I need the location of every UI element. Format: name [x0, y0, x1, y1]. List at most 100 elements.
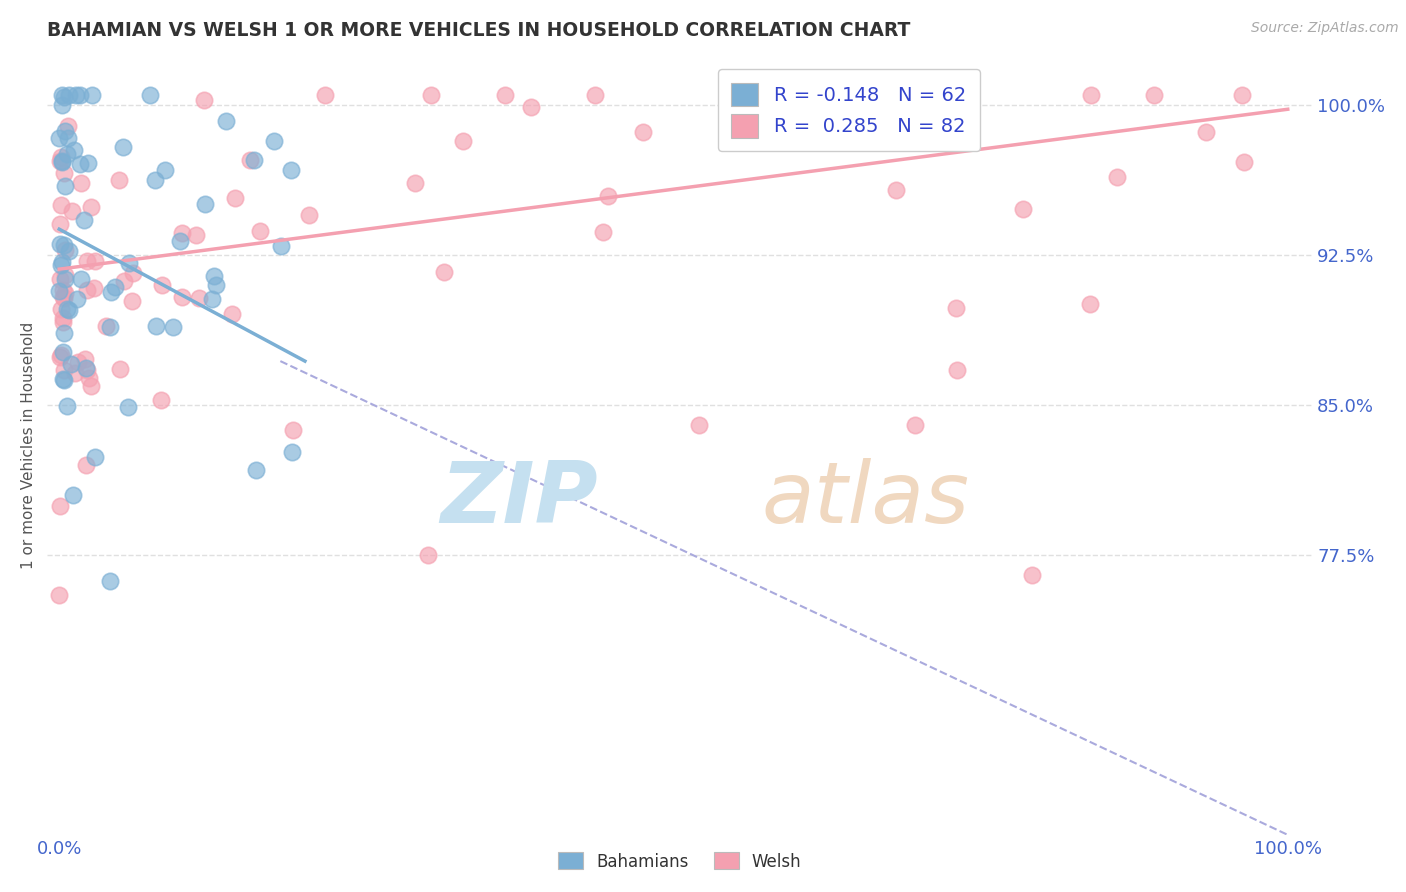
Point [263, 134, 285, 148]
Point [53, 178, 76, 193]
Point [149, 392, 172, 407]
Point [162, 319, 184, 334]
Point [205, 277, 228, 292]
Point [98, 319, 121, 334]
Point [52, 372, 75, 386]
Point [108, 172, 131, 186]
Point [49, 150, 72, 164]
Point [404, 176, 426, 190]
Point [863, 88, 886, 103]
Point [143, 173, 166, 187]
Point [52, 283, 75, 297]
Point [63, 366, 86, 380]
Point [451, 134, 474, 148]
Point [170, 290, 193, 304]
Point [1105, 170, 1128, 185]
Point [238, 153, 260, 168]
Point [110, 362, 132, 376]
Point [884, 184, 907, 198]
Point [69, 176, 91, 190]
Point [946, 363, 969, 377]
Point [48, 236, 70, 251]
Point [1078, 297, 1101, 311]
Point [65, 88, 87, 103]
Point [100, 285, 122, 299]
Point [52, 344, 75, 359]
Point [76, 253, 98, 268]
Point [184, 228, 207, 243]
Point [49, 499, 72, 513]
Point [53, 123, 76, 137]
Point [75, 360, 97, 375]
Point [112, 274, 135, 288]
Point [53, 272, 76, 286]
Point [84, 253, 107, 268]
Point [945, 301, 967, 315]
Point [80, 88, 103, 103]
Point [1080, 88, 1102, 103]
Point [243, 153, 266, 167]
Point [245, 462, 267, 476]
Point [281, 445, 304, 459]
Point [49, 198, 72, 212]
Point [53, 166, 76, 180]
Point [73, 352, 96, 367]
Y-axis label: 1 or more Vehicles in Household: 1 or more Vehicles in Household [21, 321, 35, 569]
Point [59, 357, 82, 371]
Point [51, 88, 73, 103]
Point [112, 140, 135, 154]
Point [201, 293, 224, 307]
Point [52, 363, 75, 377]
Point [52, 290, 75, 304]
Point [51, 255, 73, 269]
Point [1195, 125, 1218, 139]
Text: ZIP: ZIP [440, 458, 598, 541]
Point [631, 125, 654, 139]
Point [83, 281, 105, 295]
Point [420, 88, 443, 103]
Point [121, 294, 143, 309]
Point [53, 268, 76, 283]
Point [1143, 88, 1166, 103]
Point [194, 196, 217, 211]
Point [76, 283, 98, 297]
Point [49, 258, 72, 272]
Point [193, 93, 215, 107]
Point [48, 272, 70, 286]
Point [122, 266, 145, 280]
Point [49, 350, 72, 364]
Point [688, 418, 710, 433]
Point [596, 189, 619, 203]
Text: atlas: atlas [762, 458, 970, 541]
Point [280, 162, 302, 177]
Point [433, 265, 456, 279]
Point [48, 284, 70, 298]
Point [53, 326, 76, 340]
Point [150, 277, 173, 292]
Text: BAHAMIAN VS WELSH 1 OR MORE VEHICLES IN HOUSEHOLD CORRELATION CHART: BAHAMIAN VS WELSH 1 OR MORE VEHICLES IN … [46, 21, 910, 40]
Point [270, 239, 292, 253]
Point [60, 203, 83, 218]
Point [56, 147, 79, 161]
Point [100, 574, 122, 588]
Point [249, 224, 271, 238]
Point [56, 301, 79, 316]
Point [53, 90, 76, 104]
Point [48, 588, 70, 602]
Point [118, 256, 141, 270]
Point [66, 292, 89, 306]
Point [51, 98, 73, 112]
Point [1012, 202, 1035, 217]
Text: Source: ZipAtlas.com: Source: ZipAtlas.com [1251, 21, 1399, 36]
Point [58, 303, 80, 318]
Point [49, 153, 72, 168]
Point [583, 88, 606, 103]
Point [842, 88, 865, 103]
Point [1021, 568, 1043, 582]
Point [1233, 154, 1256, 169]
Point [215, 114, 238, 128]
Point [52, 310, 75, 325]
Point [63, 143, 86, 157]
Point [53, 286, 76, 301]
Point [79, 379, 101, 393]
